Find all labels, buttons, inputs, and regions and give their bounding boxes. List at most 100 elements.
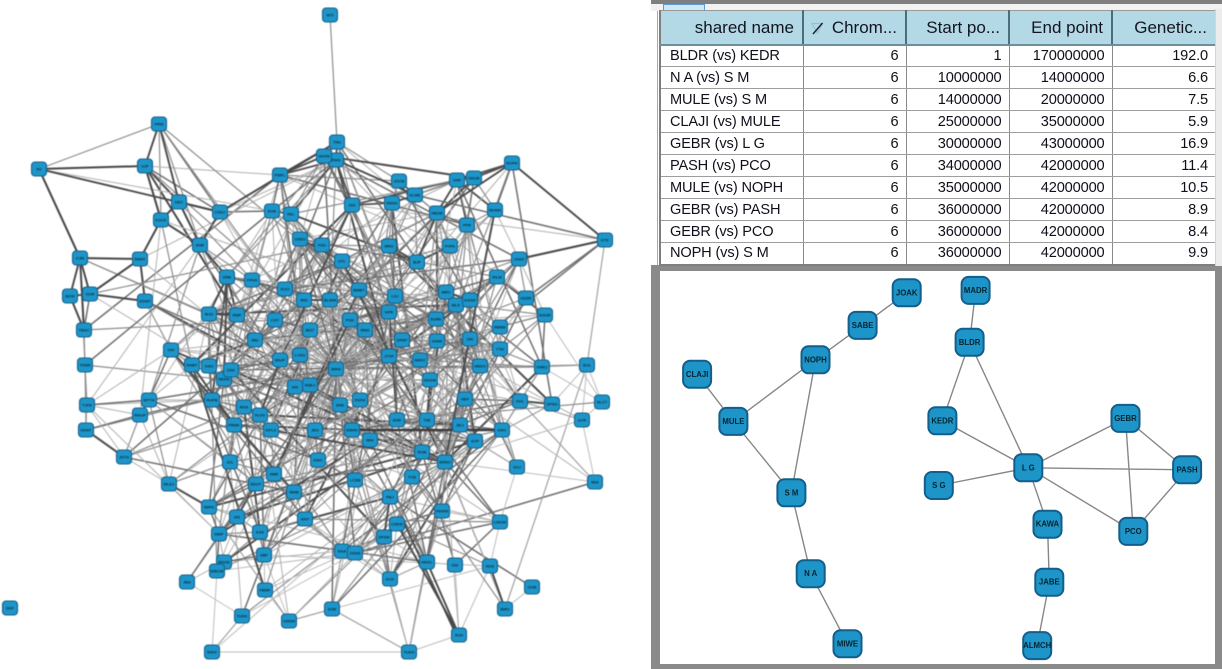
svg-text:JABE: JABE bbox=[1039, 578, 1060, 587]
svg-text:KPLS: KPLS bbox=[266, 428, 277, 433]
svg-text:EROI: EROI bbox=[207, 650, 217, 655]
svg-text:TKRR: TKRR bbox=[80, 363, 91, 368]
svg-text:BMO: BMO bbox=[500, 607, 509, 612]
svg-text:FPR: FPR bbox=[463, 223, 471, 228]
svg-text:DEC: DEC bbox=[175, 200, 183, 205]
svg-text:EAS: EAS bbox=[256, 530, 264, 535]
svg-text:HUGM: HUGM bbox=[424, 378, 436, 383]
svg-text:WJU: WJU bbox=[205, 312, 214, 317]
svg-text:NNEJ: NNEJ bbox=[305, 383, 315, 388]
svg-text:PASH: PASH bbox=[1177, 465, 1198, 474]
svg-text:MIA: MIA bbox=[591, 480, 598, 485]
svg-text:RSDK: RSDK bbox=[386, 201, 397, 206]
svg-text:GTL: GTL bbox=[338, 259, 346, 264]
svg-text:SABE: SABE bbox=[852, 321, 874, 330]
svg-text:JCL: JCL bbox=[226, 460, 234, 465]
svg-text:FWFL: FWFL bbox=[275, 173, 286, 178]
svg-text:NKP: NKP bbox=[301, 517, 310, 522]
svg-text:JOCB: JOCB bbox=[394, 179, 405, 184]
svg-text:KPR: KPR bbox=[385, 310, 393, 315]
svg-text:IIO: IIO bbox=[36, 167, 41, 172]
svg-text:ONP: ONP bbox=[453, 178, 462, 183]
svg-text:ESWT: ESWT bbox=[139, 299, 151, 304]
svg-text:HBR: HBR bbox=[270, 472, 279, 477]
svg-text:TUKH: TUKH bbox=[404, 650, 415, 655]
svg-text:GAO: GAO bbox=[205, 364, 214, 369]
svg-text:PGK: PGK bbox=[346, 318, 355, 323]
svg-text:RUPB: RUPB bbox=[206, 398, 217, 403]
svg-text:PWS: PWS bbox=[332, 158, 341, 163]
svg-text:EHBT: EHBT bbox=[187, 363, 198, 368]
svg-text:MHI: MHI bbox=[366, 438, 373, 443]
svg-text:MLEJ: MLEJ bbox=[164, 482, 174, 487]
svg-text:CLAJI: CLAJI bbox=[686, 370, 709, 379]
svg-text:UJP: UJP bbox=[141, 164, 149, 169]
svg-text:RLCT: RLCT bbox=[597, 400, 608, 405]
svg-text:KAWA: KAWA bbox=[1036, 520, 1060, 529]
svg-text:TNU: TNU bbox=[333, 140, 341, 145]
svg-text:WAUP: WAUP bbox=[134, 413, 146, 418]
svg-text:WNS: WNS bbox=[360, 328, 369, 333]
svg-text:JSAD: JSAD bbox=[514, 257, 525, 262]
svg-text:GTP: GTP bbox=[471, 439, 479, 444]
svg-text:WJPH: WJPH bbox=[506, 161, 517, 166]
svg-text:S G: S G bbox=[932, 481, 945, 490]
svg-text:BLDR: BLDR bbox=[959, 338, 981, 347]
svg-text:RJH: RJH bbox=[455, 633, 463, 638]
svg-text:CGT: CGT bbox=[271, 318, 280, 323]
svg-text:JBA: JBA bbox=[183, 580, 191, 585]
svg-text:SGB: SGB bbox=[328, 607, 337, 612]
svg-text:OIK: OIK bbox=[467, 337, 474, 342]
svg-text:WIUP: WIUP bbox=[275, 358, 286, 363]
svg-text:JTGF: JTGF bbox=[384, 354, 395, 359]
svg-text:OWSR: OWSR bbox=[283, 619, 295, 624]
svg-text:TUDK: TUDK bbox=[237, 614, 248, 619]
svg-text:BJP: BJP bbox=[413, 260, 421, 265]
svg-text:CSSJ: CSSJ bbox=[215, 210, 225, 215]
svg-text:ODI: ODI bbox=[349, 203, 356, 208]
svg-text:EURE: EURE bbox=[431, 317, 442, 322]
svg-text:PCO: PCO bbox=[1125, 527, 1142, 536]
svg-text:DFSM: DFSM bbox=[378, 535, 389, 540]
svg-text:PRM: PRM bbox=[155, 122, 164, 127]
svg-text:FUU: FUU bbox=[318, 243, 326, 248]
svg-text:WJL: WJL bbox=[583, 363, 592, 368]
svg-text:FEWW: FEWW bbox=[436, 509, 449, 514]
svg-text:MULE: MULE bbox=[722, 417, 744, 426]
svg-text:UCR: UCR bbox=[578, 418, 587, 423]
svg-text:HHOL: HHOL bbox=[421, 560, 433, 565]
svg-text:S M: S M bbox=[784, 488, 798, 497]
svg-text:PAL: PAL bbox=[287, 212, 295, 217]
svg-text:IBST: IBST bbox=[306, 328, 315, 333]
svg-text:SBF: SBF bbox=[260, 553, 268, 558]
svg-text:MIWE: MIWE bbox=[837, 639, 858, 648]
svg-text:HJJG: HJJG bbox=[255, 413, 265, 418]
svg-text:TTAI: TTAI bbox=[496, 347, 504, 352]
svg-text:WBCW: WBCW bbox=[211, 569, 224, 574]
svg-text:EKW: EKW bbox=[65, 294, 74, 299]
svg-text:OSEU: OSEU bbox=[294, 237, 305, 242]
svg-text:CSEW: CSEW bbox=[391, 522, 403, 527]
svg-text:WTTH: WTTH bbox=[143, 398, 154, 403]
svg-text:LMOM: LMOM bbox=[494, 520, 506, 525]
svg-text:BLWM: BLWM bbox=[324, 298, 336, 303]
svg-text:EDUT: EDUT bbox=[251, 482, 262, 487]
svg-text:NOPH: NOPH bbox=[804, 355, 827, 364]
svg-text:HAIM: HAIM bbox=[432, 339, 442, 344]
svg-text:SNN: SNN bbox=[336, 403, 344, 408]
svg-text:N A: N A bbox=[804, 569, 818, 578]
svg-text:GCD: GCD bbox=[386, 577, 395, 582]
svg-text:RBBB: RBBB bbox=[494, 325, 505, 330]
svg-text:WSI: WSI bbox=[300, 298, 307, 303]
svg-text:WTI: WTI bbox=[326, 13, 333, 18]
svg-text:JDTS: JDTS bbox=[119, 455, 129, 460]
svg-text:IMU: IMU bbox=[251, 338, 258, 343]
svg-text:SIS: SIS bbox=[234, 515, 241, 520]
svg-text:DKF: DKF bbox=[6, 606, 15, 611]
svg-text:OUL: OUL bbox=[516, 399, 525, 404]
svg-text:ERHN: ERHN bbox=[346, 428, 357, 433]
svg-text:UUDE: UUDE bbox=[520, 296, 531, 301]
svg-text:RJCI: RJCI bbox=[281, 287, 290, 292]
svg-text:OOR: OOR bbox=[86, 292, 95, 297]
svg-text:DGE: DGE bbox=[268, 209, 277, 214]
